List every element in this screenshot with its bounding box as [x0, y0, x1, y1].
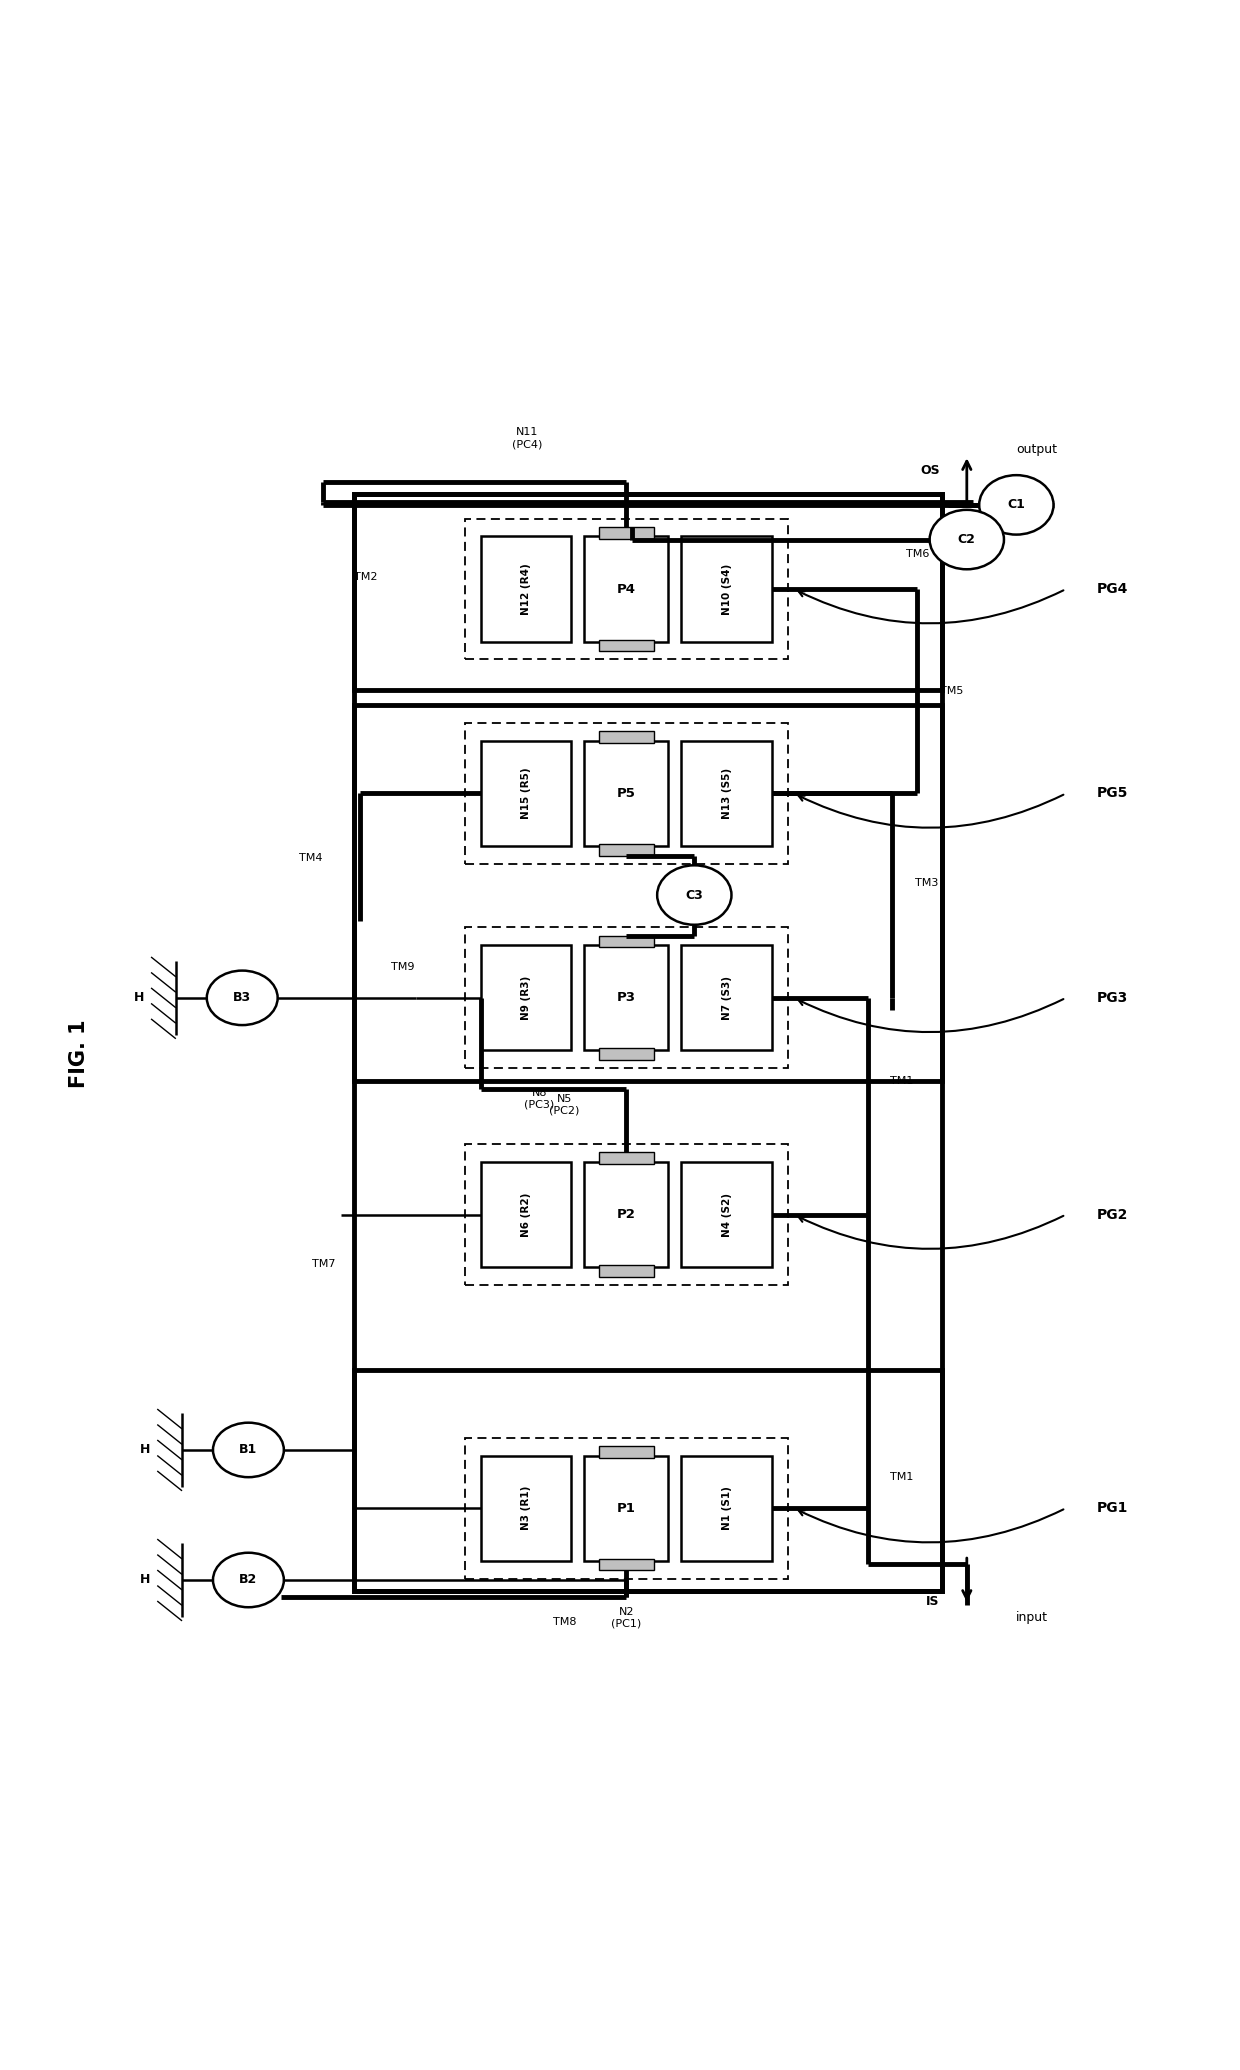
FancyBboxPatch shape	[481, 1455, 570, 1561]
Text: input: input	[1017, 1610, 1048, 1623]
Text: P4: P4	[616, 582, 636, 596]
Text: PG3: PG3	[1097, 992, 1128, 1004]
Text: C1: C1	[1007, 499, 1025, 511]
Text: N9 (R3): N9 (R3)	[521, 975, 531, 1021]
Ellipse shape	[213, 1422, 284, 1478]
Text: TM1: TM1	[890, 1076, 914, 1087]
FancyBboxPatch shape	[599, 1153, 653, 1163]
Text: FIG. 1: FIG. 1	[68, 1018, 89, 1089]
FancyBboxPatch shape	[465, 927, 787, 1068]
FancyBboxPatch shape	[599, 1047, 653, 1060]
Text: N2
(PC1): N2 (PC1)	[611, 1606, 641, 1629]
Text: TM1: TM1	[890, 1472, 914, 1482]
FancyBboxPatch shape	[599, 1559, 653, 1571]
Text: N1 (S1): N1 (S1)	[722, 1486, 732, 1530]
Text: IS: IS	[926, 1594, 940, 1608]
FancyBboxPatch shape	[599, 528, 653, 538]
FancyBboxPatch shape	[599, 1265, 653, 1277]
Text: PG5: PG5	[1097, 787, 1128, 801]
Text: B3: B3	[233, 992, 252, 1004]
Text: output: output	[1017, 443, 1058, 455]
Text: H: H	[134, 992, 144, 1004]
Ellipse shape	[657, 865, 732, 925]
Text: PG2: PG2	[1097, 1207, 1128, 1221]
Ellipse shape	[980, 476, 1054, 534]
Text: B2: B2	[239, 1573, 258, 1586]
FancyBboxPatch shape	[599, 640, 653, 652]
FancyBboxPatch shape	[584, 1161, 668, 1267]
Ellipse shape	[207, 971, 278, 1025]
Text: P2: P2	[616, 1209, 636, 1221]
Text: N7 (S3): N7 (S3)	[722, 975, 732, 1021]
Text: TM9: TM9	[392, 963, 415, 973]
Text: N8
(PC3): N8 (PC3)	[525, 1089, 554, 1110]
FancyBboxPatch shape	[682, 1455, 771, 1561]
Text: N5
(PC2): N5 (PC2)	[549, 1093, 579, 1116]
FancyBboxPatch shape	[682, 1161, 771, 1267]
Text: TM3: TM3	[915, 878, 939, 888]
Text: N11
(PC4): N11 (PC4)	[512, 426, 542, 449]
Text: P5: P5	[616, 787, 636, 799]
Text: N13 (S5): N13 (S5)	[722, 768, 732, 820]
Text: N15 (R5): N15 (R5)	[521, 768, 531, 820]
FancyBboxPatch shape	[682, 536, 771, 642]
FancyBboxPatch shape	[465, 1439, 787, 1579]
FancyBboxPatch shape	[481, 536, 570, 642]
Text: N10 (S4): N10 (S4)	[722, 563, 732, 615]
FancyBboxPatch shape	[465, 722, 787, 863]
FancyBboxPatch shape	[481, 946, 570, 1049]
Text: PG4: PG4	[1097, 582, 1128, 596]
Ellipse shape	[213, 1552, 284, 1606]
FancyBboxPatch shape	[481, 741, 570, 847]
Text: TM5: TM5	[940, 687, 963, 696]
Text: OS: OS	[920, 464, 940, 476]
Text: PG1: PG1	[1097, 1501, 1128, 1515]
Text: N3 (R1): N3 (R1)	[521, 1486, 531, 1530]
Text: TM8: TM8	[553, 1617, 577, 1627]
FancyBboxPatch shape	[481, 1161, 570, 1267]
Text: TM6: TM6	[905, 549, 929, 559]
Text: B1: B1	[239, 1443, 258, 1457]
FancyBboxPatch shape	[465, 1145, 787, 1285]
FancyBboxPatch shape	[599, 936, 653, 948]
Text: P3: P3	[616, 992, 636, 1004]
Text: H: H	[140, 1443, 150, 1457]
Text: H: H	[140, 1573, 150, 1586]
Text: TM7: TM7	[311, 1259, 335, 1269]
FancyBboxPatch shape	[584, 1455, 668, 1561]
FancyBboxPatch shape	[584, 946, 668, 1049]
FancyBboxPatch shape	[584, 536, 668, 642]
Text: C2: C2	[957, 534, 976, 546]
Text: P1: P1	[616, 1501, 636, 1515]
FancyBboxPatch shape	[465, 520, 787, 660]
Text: N6 (R2): N6 (R2)	[521, 1192, 531, 1236]
FancyBboxPatch shape	[599, 845, 653, 855]
Ellipse shape	[930, 509, 1004, 569]
Text: C3: C3	[686, 888, 703, 903]
Text: N12 (R4): N12 (R4)	[521, 563, 531, 615]
FancyBboxPatch shape	[682, 946, 771, 1049]
Text: TM2: TM2	[353, 571, 377, 582]
FancyBboxPatch shape	[599, 1447, 653, 1457]
FancyBboxPatch shape	[599, 731, 653, 743]
FancyBboxPatch shape	[584, 741, 668, 847]
Text: N4 (S2): N4 (S2)	[722, 1192, 732, 1236]
FancyBboxPatch shape	[682, 741, 771, 847]
Text: TM4: TM4	[299, 853, 322, 863]
